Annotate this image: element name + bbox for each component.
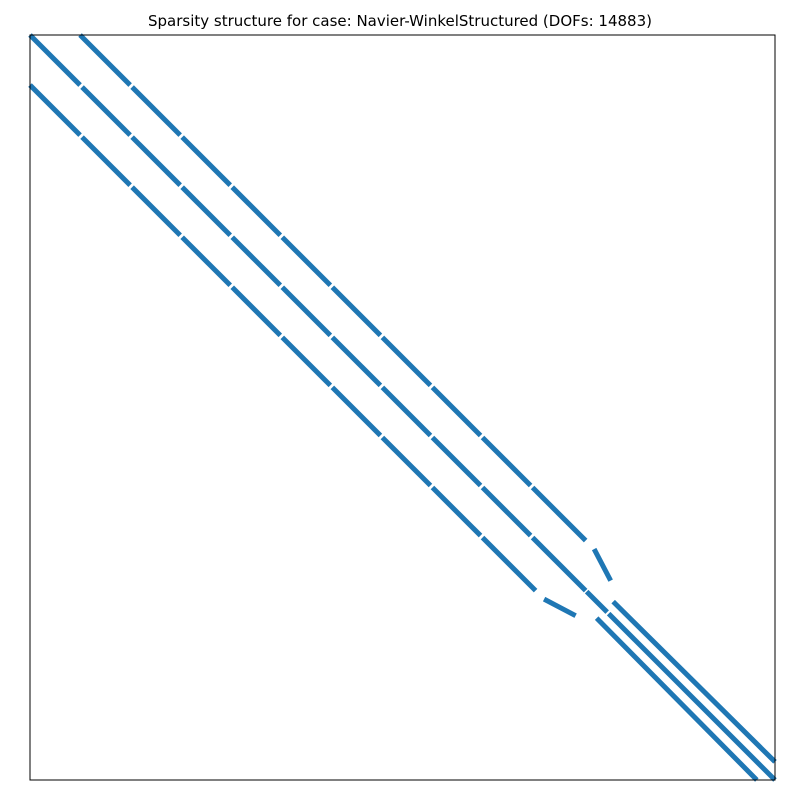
band-segment (380, 385, 433, 438)
band-segment (230, 285, 283, 338)
chart-title: Sparsity structure for case: Navier-Wink… (148, 12, 652, 30)
band-segment (530, 535, 588, 593)
band-segment (330, 285, 383, 338)
band-segment (480, 535, 538, 593)
band-segment (430, 485, 483, 538)
band-segment (611, 599, 777, 764)
band-segment (584, 589, 609, 614)
band-segment (280, 285, 333, 338)
band-segment (330, 385, 383, 438)
band-segment (80, 135, 132, 187)
band-segment (594, 616, 759, 782)
band-segment (280, 335, 333, 388)
band-segment (480, 485, 533, 538)
band-segment (430, 435, 483, 488)
band-segment (530, 485, 588, 543)
band-segment (380, 435, 433, 488)
band-segment (180, 185, 232, 237)
band-segment (230, 185, 283, 237)
band-segment (480, 435, 533, 488)
band-segment (80, 85, 132, 137)
band-segment (28, 83, 82, 137)
band-segment (542, 596, 577, 618)
band-segment (180, 135, 232, 187)
band-segment (130, 135, 182, 187)
band-segment (380, 335, 433, 388)
sparsity-bands (28, 33, 777, 782)
band-lower-off-diagonal (28, 83, 759, 782)
band-main-diagonal (28, 33, 777, 782)
band-segment (606, 611, 777, 782)
band-segment (130, 185, 182, 237)
band-segment (591, 547, 613, 582)
band-segment (180, 235, 232, 288)
band-segment (130, 85, 182, 137)
band-upper-off-diagonal (78, 33, 777, 764)
band-segment (230, 235, 283, 288)
plot-frame (29, 34, 776, 781)
band-segment (280, 235, 333, 288)
band-segment (330, 335, 383, 388)
band-segment (78, 33, 132, 87)
band-segment (28, 33, 82, 87)
band-segment (430, 385, 483, 438)
